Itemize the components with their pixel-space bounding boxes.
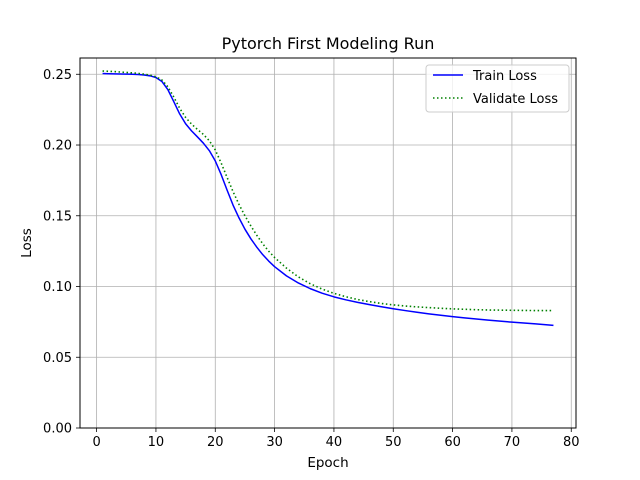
series-lines: [102, 70, 554, 327]
legend: Train Loss Validate Loss: [425, 64, 570, 113]
x-tick-label: 50: [385, 435, 402, 450]
y-tick-label: 0.25: [43, 68, 72, 83]
x-tick-label: 30: [266, 435, 283, 450]
x-tick-label: 70: [504, 435, 521, 450]
series-line-validate-loss: [102, 70, 554, 312]
axis-ticks: 0 10 20 30 40 50 60 70 80 0.00 0.05 0.10 0.15 0.20 0.2…: [43, 68, 579, 450]
x-tick-label: 60: [444, 435, 461, 450]
x-tick-label: 20: [207, 435, 224, 450]
plot-frame: [79, 57, 577, 429]
x-tick-label: 80: [563, 435, 580, 450]
x-tick-label: 10: [148, 435, 165, 450]
y-tick-label: 0.20: [43, 139, 72, 154]
x-tick-label: 0: [92, 435, 100, 450]
y-tick-label: 0.05: [43, 351, 72, 366]
legend-label-validate-loss: Validate Loss: [473, 92, 558, 107]
legend-box: [425, 64, 570, 113]
x-axis-label: Epoch: [307, 455, 348, 471]
chart-title: Pytorch First Modeling Run: [222, 34, 435, 53]
y-tick-label: 0.15: [43, 209, 72, 224]
y-tick-label: 0.10: [43, 280, 72, 295]
x-tick-label: 40: [326, 435, 343, 450]
y-axis-label: Loss: [19, 228, 35, 258]
legend-label-train-loss: Train Loss: [472, 69, 537, 84]
y-tick-label: 0.00: [43, 422, 72, 437]
